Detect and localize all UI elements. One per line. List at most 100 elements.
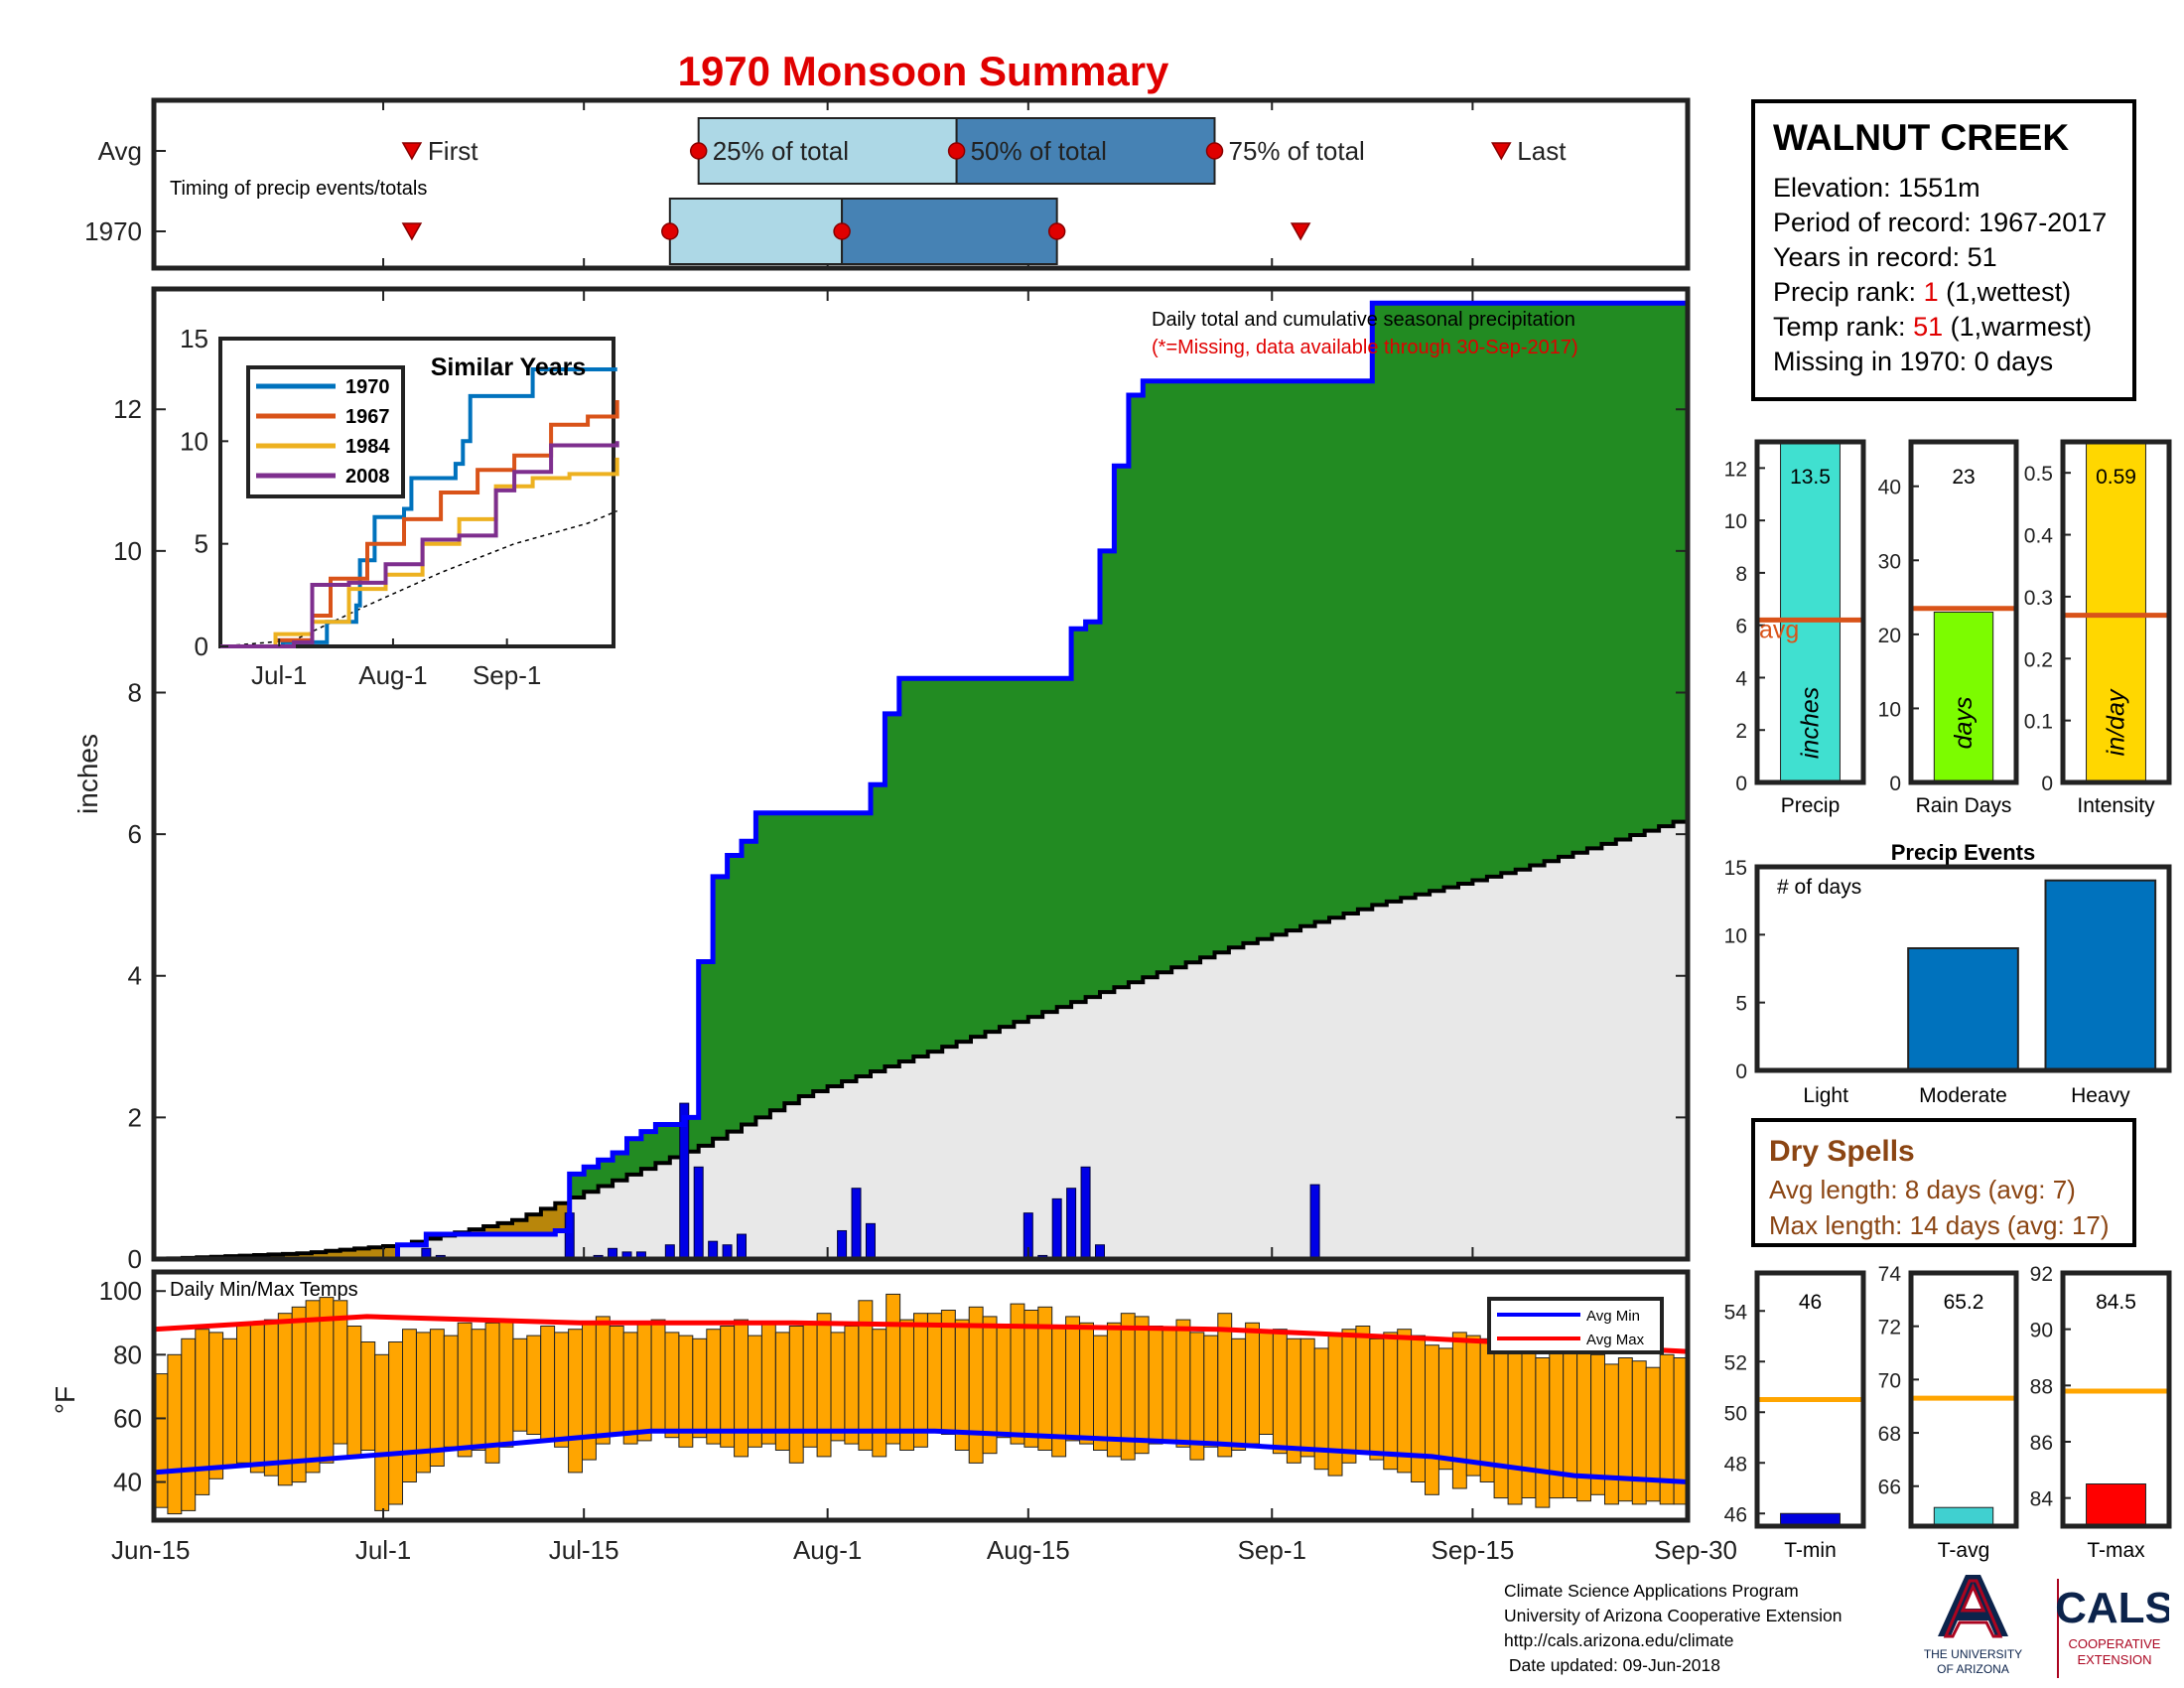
summary-panel-tmin_summary: 46 48 50 52 54 46 T-min: [1724, 1270, 1866, 1562]
events-y-tick-label: 0: [1735, 1060, 1747, 1083]
temps-panel: 40 60 80 100 Jun-15 Jul-1 Jul-15 Aug-1 Aug-15 Sep…: [50, 1269, 1737, 1565]
daily-precip-bar: [708, 1240, 719, 1260]
inset-legend-label: 1984: [345, 436, 390, 458]
timing-panel: Avg First 25% of total 50% of total 75% of t…: [84, 97, 1691, 271]
daily-temp-bar: [1493, 1335, 1509, 1499]
events-title: Precip Events: [1891, 840, 2036, 865]
summary-y-tick-label: 0.4: [2024, 525, 2054, 548]
summary-y-tick-label: 66: [1878, 1477, 1901, 1499]
timing-quantile-marker: [661, 222, 679, 240]
daily-temp-bar: [1203, 1335, 1219, 1448]
daily-temp-bar: [996, 1326, 1012, 1439]
daily-temp-bar: [360, 1341, 376, 1451]
precip-y-tick-label: 10: [113, 536, 142, 566]
temps-y-tick-label: 40: [113, 1468, 142, 1497]
daily-temp-bar: [1425, 1344, 1439, 1495]
daily-temp-bar: [1231, 1337, 1247, 1452]
timing-event-marker: [1290, 222, 1311, 241]
daily-temp-bar: [1438, 1347, 1453, 1471]
summary-y-tick-label: 0: [1735, 773, 1747, 795]
summary-bar: [2086, 1483, 2146, 1527]
daily-temp-bar: [333, 1300, 348, 1445]
summary-y-tick-label: 72: [1878, 1317, 1901, 1339]
summary-y-tick-label: 2: [1735, 720, 1747, 743]
temps-x-tick-label: Aug-1: [793, 1535, 862, 1565]
inset-y-tick-label: 10: [180, 426, 208, 456]
daily-temp-bar: [830, 1332, 846, 1442]
precip-y-tick-label: 6: [128, 819, 142, 849]
inset-y-tick-label: 15: [180, 324, 208, 353]
daily-temp-bar: [1299, 1337, 1315, 1458]
daily-temp-bar: [554, 1332, 569, 1448]
summary-y-tick-label: 0: [2041, 773, 2053, 795]
summary-panel-season_precip: 0 2 4 6 8 10 12 13.5 inches avg Precip: [1724, 439, 1866, 817]
summary-panel-tmax_summary: 84 86 88 90 92 84.5 T-max: [2030, 1263, 2172, 1562]
daily-temp-bar: [1479, 1337, 1495, 1483]
inset-title: Similar Years: [431, 353, 587, 381]
avg-max-line: [153, 1314, 1689, 1354]
daily-temp-bar: [940, 1310, 956, 1435]
temps-x-tick-label: Jun-15: [111, 1535, 191, 1565]
daily-precip-bar: [1066, 1188, 1077, 1260]
daily-temp-bar: [1507, 1341, 1523, 1505]
inset-x-tick-label: Jul-1: [251, 660, 307, 690]
precip-events-panel: Light Moderate Heavy 0 5 10 15 Precip Events # o…: [1724, 840, 2172, 1107]
inset-series-line-1970: [220, 367, 617, 648]
summary-category-label: Precip: [1781, 794, 1841, 817]
daily-temp-bar: [236, 1322, 251, 1464]
inset-legend-label: 2008: [345, 466, 390, 488]
precip-panel-title: Daily total and cumulative seasonal prec…: [1152, 309, 1575, 331]
daily-temp-bar: [1369, 1337, 1385, 1461]
summary-category-label: T-min: [1784, 1539, 1837, 1562]
temps-y-tick-label: 60: [113, 1403, 142, 1433]
daily-temp-bar: [692, 1337, 708, 1439]
daily-temp-bar: [609, 1326, 624, 1435]
summary-axes-box: [1754, 439, 1866, 785]
daily-temp-bar: [1024, 1310, 1039, 1448]
timing-event-marker: [401, 142, 423, 161]
summary-y-tick-label: 92: [2030, 1263, 2053, 1286]
summary-y-tick-label: 12: [1724, 458, 1747, 481]
daily-temp-bar: [374, 1353, 390, 1511]
daily-temp-bar: [208, 1332, 224, 1479]
summary-y-tick-label: 4: [1735, 667, 1747, 690]
precip-y-tick-label: 8: [128, 677, 142, 707]
summary-panel-season_intensity: 0 0.1 0.2 0.3 0.4 0.5 0.59 in/day Intensity: [2024, 439, 2172, 817]
events-y-tick-label: 5: [1735, 993, 1747, 1016]
summary-y-tick-label: 0.5: [2024, 463, 2053, 486]
daily-temp-bar: [291, 1306, 307, 1483]
daily-temp-bar: [595, 1316, 611, 1445]
daily-temp-bar: [1411, 1335, 1426, 1482]
daily-temp-bar: [249, 1322, 265, 1474]
summary-category-label: Intensity: [2077, 794, 2155, 817]
summary-y-tick-label: 10: [1878, 698, 1901, 721]
daily-temp-bar: [429, 1329, 445, 1467]
precip-y-tick-label: 4: [128, 961, 142, 991]
daily-temp-bar: [760, 1322, 776, 1445]
inset-legend-label: 1970: [345, 376, 390, 398]
temps-x-tick-label: Jul-15: [549, 1535, 619, 1565]
summary-y-tick-label: 20: [1878, 625, 1901, 647]
temps-legend-box: [1487, 1297, 1664, 1354]
daily-temp-bar: [1604, 1363, 1619, 1505]
daily-temp-bar: [457, 1322, 473, 1458]
summary-y-tick-label: 6: [1735, 616, 1747, 638]
daily-temp-bar: [913, 1313, 928, 1448]
daily-temp-bar: [568, 1329, 583, 1474]
events-bar-heavy: [2044, 879, 2157, 1072]
summary-value-label: 13.5: [1790, 466, 1831, 489]
summary-y-tick-label: 86: [2030, 1432, 2053, 1455]
summary-panel-season_rain_days: 0 10 20 30 40 23 days Rain Days: [1878, 439, 2019, 817]
summary-value-label: 65.2: [1944, 1291, 1984, 1314]
daily-temp-bar: [844, 1326, 860, 1445]
temps-x-tick-label: Sep-1: [1238, 1535, 1306, 1565]
summary-y-tick-label: 50: [1724, 1402, 1747, 1425]
precip-y-tick-label: 0: [128, 1244, 142, 1274]
events-bar-moderate: [1907, 947, 2019, 1071]
timing-row-label: 1970: [84, 216, 142, 246]
daily-temp-bar: [1535, 1357, 1551, 1508]
inset-series-line-2008: [220, 441, 619, 648]
summary-value-label: 0.59: [2096, 466, 2136, 489]
timing-quantile-marker: [833, 222, 851, 240]
